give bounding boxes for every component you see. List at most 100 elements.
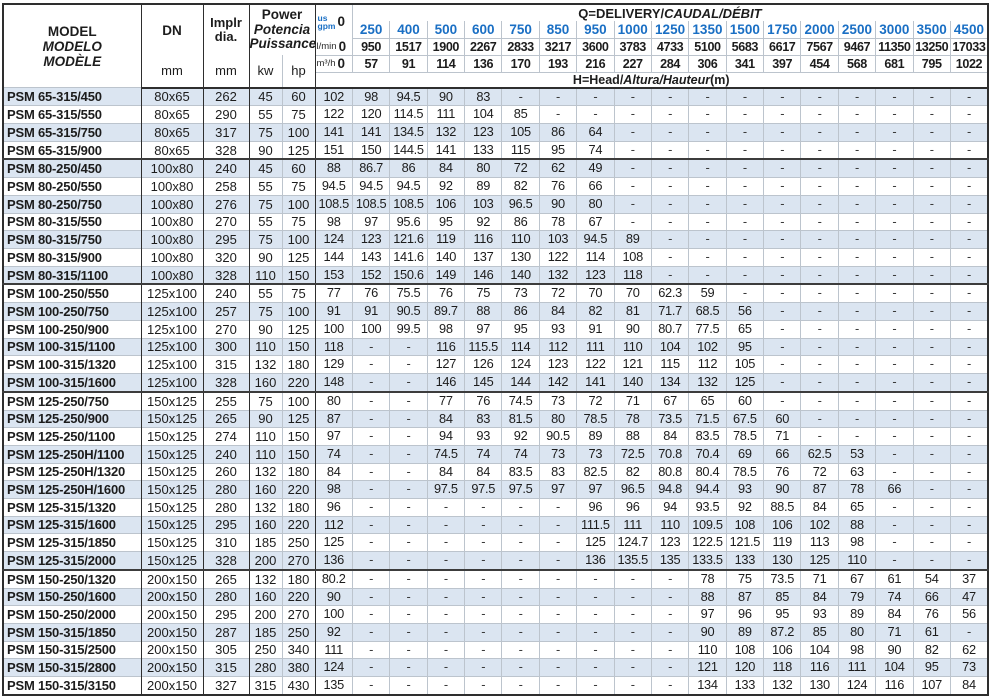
head-value-cell: 141.6 (389, 247, 428, 267)
head-value-cell: - (576, 675, 615, 695)
head-value-cell: 89 (726, 622, 765, 642)
dn-cell: 80x65 (141, 140, 204, 160)
head-value-cell: - (427, 515, 466, 534)
head-value-cell: - (726, 122, 765, 142)
head-value-cell: 103 (539, 230, 578, 249)
kw-cell: 132 (249, 497, 283, 517)
model-cell: PSM 125-315/1320 (3, 497, 142, 517)
head-value-cell: - (539, 587, 578, 606)
head-value-cell: - (800, 372, 839, 392)
impeller-dia-cell: 300 (203, 337, 250, 356)
head-value-cell: 67 (651, 390, 690, 411)
dn-cell: 200x150 (141, 658, 204, 677)
head-value-cell: 96.5 (501, 194, 540, 214)
head-value-cell: 67 (838, 568, 877, 589)
head-value-cell: 90 (614, 319, 652, 339)
head-value-cell: - (726, 194, 765, 214)
head-value-cell: 104 (875, 658, 914, 677)
head-value-cell: 104 (464, 105, 503, 124)
hp-cell: 180 (282, 497, 316, 517)
head-value-cell: 97 (688, 605, 727, 624)
head-value-cell: 143 (352, 247, 391, 267)
head-value-cell: 68.5 (688, 302, 727, 321)
head-value-cell: 87 (800, 480, 839, 499)
head-value-cell: - (763, 247, 802, 267)
head-value-cell: - (352, 622, 391, 642)
head-value-cell: 124.7 (614, 533, 652, 552)
head-value-cell: 133 (726, 550, 765, 570)
head-value-cell: 93 (800, 605, 839, 624)
dn-cell: 100x80 (141, 194, 204, 214)
table-row: PSM 80-250/450 100x80 240 45 60 88 86.7 86 84 80 7… (3, 158, 988, 178)
head-value-cell: - (352, 497, 391, 517)
head-value-cell: - (464, 605, 503, 624)
head-value-cell: - (726, 140, 765, 160)
hp-cell: 125 (282, 319, 316, 339)
kw-cell: 55 (249, 177, 283, 196)
head-value-cell: 115 (501, 140, 540, 160)
head-value-cell: - (539, 568, 578, 589)
head-value-cell: - (763, 105, 802, 124)
impeller-dia-cell: 240 (203, 158, 250, 178)
head-value-cell: 73 (501, 283, 540, 303)
head-value-cell: - (913, 265, 951, 285)
head-value-cell: 84 (875, 605, 914, 624)
head-value-cell: 72 (501, 158, 540, 178)
hp-cell: 340 (282, 640, 316, 659)
head-value-cell: 111 (427, 105, 466, 124)
gpm-column-header: 600 (464, 21, 503, 39)
head-value-cell: - (352, 550, 391, 570)
head-value-cell: - (950, 319, 988, 339)
head-value-cell: 86 (501, 302, 540, 321)
hp-cell: 250 (282, 622, 316, 642)
head-value-cell: 140 (614, 372, 652, 392)
head-value-cell: - (427, 675, 466, 695)
head-value-cell: - (875, 158, 914, 178)
head-value-cell: 73 (539, 390, 578, 411)
head-value-cell: - (688, 212, 727, 231)
model-column-header: MODEL MODELO MODÈLE (3, 4, 142, 88)
head-value-cell: 93 (726, 480, 765, 499)
dn-cell: 150x125 (141, 409, 204, 428)
head-value-cell: 132 (539, 265, 578, 285)
head-value-cell: 70.8 (651, 444, 690, 464)
head-value-cell: - (389, 497, 428, 517)
head-value-cell: 76 (464, 390, 503, 411)
head-value-cell: 78.5 (726, 462, 765, 481)
impeller-dia-cell: 265 (203, 568, 250, 589)
m3h-value: 284 (651, 55, 690, 72)
head-value-cell: - (726, 283, 765, 303)
impeller-dia-cell: 240 (203, 283, 250, 303)
head-value-cell: - (614, 675, 652, 695)
head-value-cell: 111 (315, 640, 353, 659)
head-value-cell: - (539, 550, 578, 570)
model-cell: PSM 150-250/1320 (3, 568, 142, 589)
head-value-cell: - (688, 140, 727, 160)
head-value-cell: - (614, 605, 652, 624)
kw-cell: 45 (249, 86, 283, 106)
head-value-cell: 121 (688, 658, 727, 677)
head-value-cell: 118 (315, 337, 353, 356)
head-value-cell: 124 (501, 355, 540, 374)
head-value-cell: 92 (315, 622, 353, 642)
table-row: PSM 150-315/3150 200x150 327 315 430 135- - - - -… (3, 675, 988, 695)
head-value-cell: - (763, 283, 802, 303)
kw-cell: 75 (249, 194, 283, 214)
head-value-cell: - (913, 158, 951, 178)
head-value-cell: 72 (539, 283, 578, 303)
lmin-value: 1517 (389, 38, 428, 56)
head-value-cell: - (800, 427, 839, 446)
head-value-cell: - (726, 177, 765, 196)
kw-cell: 75 (249, 122, 283, 142)
head-value-cell: - (950, 515, 988, 534)
head-value-cell: - (651, 122, 690, 142)
gpm-column-header: 1250 (651, 21, 690, 39)
m3h-value: 1022 (950, 55, 989, 72)
head-value-cell: 77.5 (688, 319, 727, 339)
head-value-cell: 82 (913, 640, 951, 659)
hp-cell: 75 (282, 212, 316, 231)
head-value-cell: 127 (427, 355, 466, 374)
head-value-cell: - (763, 302, 802, 321)
head-value-cell: - (950, 302, 988, 321)
head-value-cell: - (389, 337, 428, 356)
